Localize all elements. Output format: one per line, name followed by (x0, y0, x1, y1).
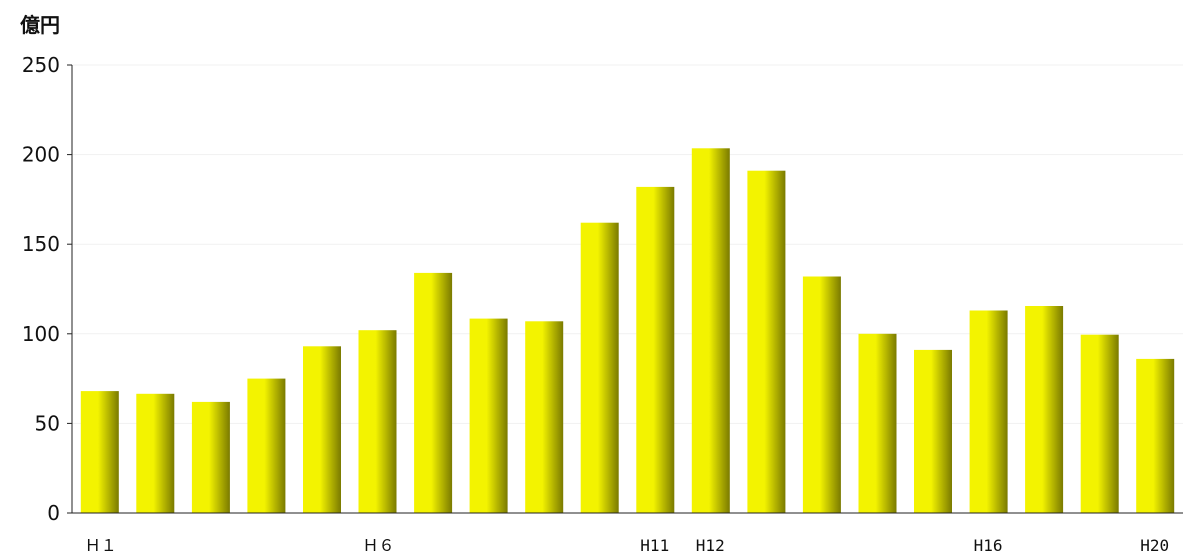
bar (969, 310, 1008, 513)
bar (191, 401, 230, 513)
bar (747, 170, 786, 513)
bar (1025, 306, 1064, 513)
bar (247, 378, 286, 513)
axes (71, 65, 1183, 514)
bar (136, 393, 175, 513)
bar (691, 148, 730, 514)
x-tick-label: H20 (1140, 536, 1169, 554)
bar (636, 186, 675, 513)
bar (914, 349, 952, 513)
bar (525, 321, 564, 513)
gridlines (67, 64, 1183, 514)
x-tick-label: H11 (640, 536, 669, 554)
y-tick-label: 250 (22, 53, 60, 77)
x-tick-labels: Ｈ１ Ｈ６ H11 H12 H16 H20 (85, 536, 1169, 554)
bars (80, 148, 1175, 514)
bar (802, 276, 841, 513)
bar (414, 272, 453, 513)
bar (1080, 334, 1119, 513)
y-axis-unit-label: 億円 (20, 13, 60, 37)
x-tick-label: Ｈ６ (363, 536, 395, 554)
bar (358, 330, 397, 513)
y-tick-labels: 0 50 100 150 200 250 (22, 53, 60, 525)
x-tick-label: H16 (974, 536, 1003, 554)
x-tick-label: H12 (696, 536, 725, 554)
bar (858, 333, 897, 513)
y-tick-label: 100 (22, 322, 60, 346)
bar (1136, 358, 1175, 513)
bar (580, 222, 619, 513)
y-tick-label: 150 (22, 232, 60, 256)
bar (80, 391, 119, 513)
y-tick-label: 0 (47, 501, 60, 525)
bar (469, 318, 508, 513)
x-tick-label: Ｈ１ (85, 536, 117, 554)
bar (303, 346, 341, 513)
y-tick-label: 50 (35, 411, 60, 435)
y-tick-label: 200 (22, 143, 60, 167)
